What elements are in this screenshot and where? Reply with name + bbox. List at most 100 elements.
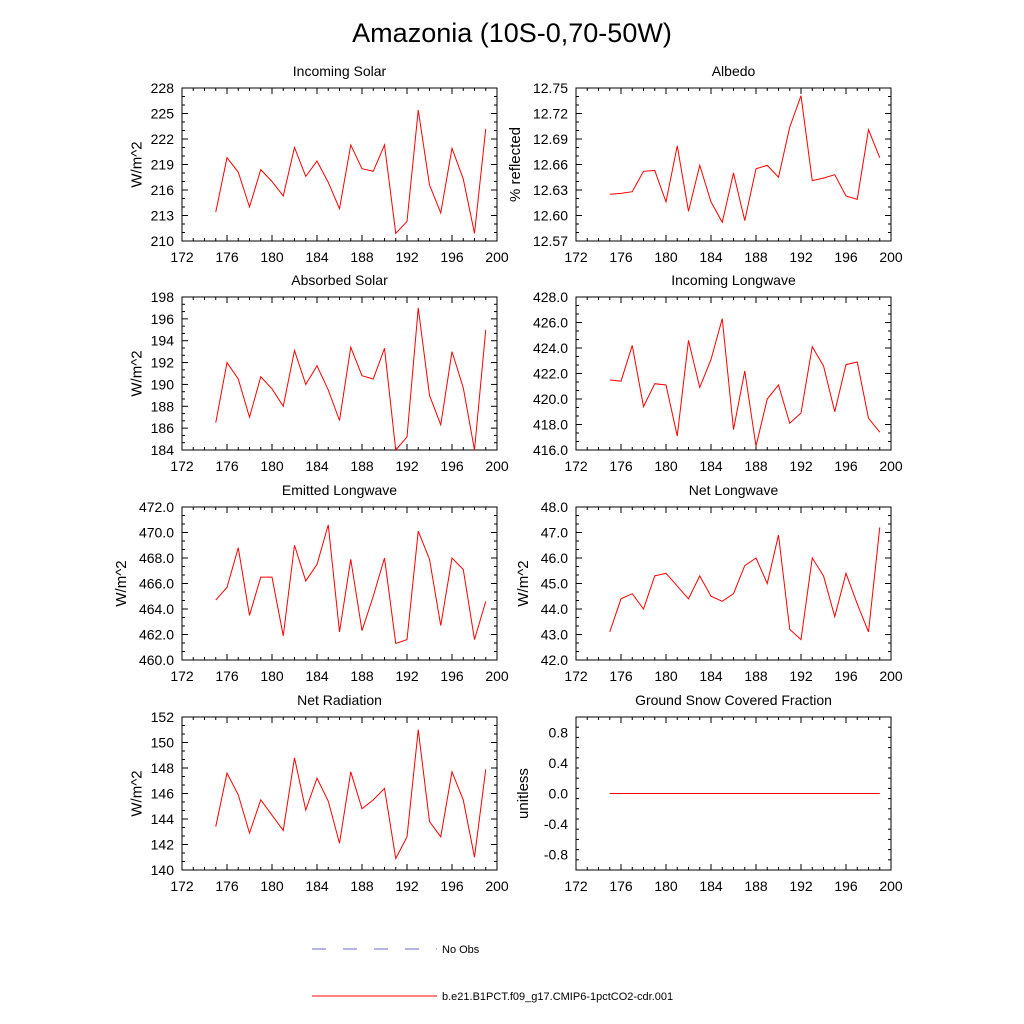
y-tick-label: 0.0 xyxy=(549,786,569,802)
plot-frame xyxy=(181,296,498,451)
plot-frame xyxy=(575,87,892,242)
x-tick-label: 200 xyxy=(879,668,903,684)
y-tick-label: 420.0 xyxy=(533,391,568,407)
y-tick-label: 46.0 xyxy=(541,550,568,566)
x-tick-label: 180 xyxy=(654,878,678,894)
x-tick-label: 184 xyxy=(699,249,723,265)
x-tick-label: 180 xyxy=(654,668,678,684)
y-tick-label: 184 xyxy=(151,442,175,458)
x-tick-label: 184 xyxy=(699,878,723,894)
y-tick-label: 188 xyxy=(151,398,175,414)
y-tick-label: 210 xyxy=(151,233,175,249)
y-tick-label: 460.0 xyxy=(139,652,174,668)
panel-title: Albedo xyxy=(712,63,756,79)
x-tick-label: 200 xyxy=(879,878,903,894)
x-tick-label: 196 xyxy=(440,458,464,474)
y-tick-label: 470.0 xyxy=(139,525,174,541)
x-tick-label: 188 xyxy=(744,878,768,894)
y-tick-label: 192 xyxy=(151,355,175,371)
y-axis-label: W/m^2 xyxy=(113,560,130,606)
x-tick-label: 196 xyxy=(834,249,858,265)
y-tick-label: 148 xyxy=(151,760,175,776)
legend-model-label: b.e21.B1PCT.f09_g17.CMIP6-1pctCO2-cdr.00… xyxy=(442,991,673,1003)
x-tick-label: 192 xyxy=(395,878,419,894)
x-tick-label: 184 xyxy=(305,668,329,684)
y-tick-label: 12.60 xyxy=(533,208,568,224)
y-tick-label: 196 xyxy=(151,311,175,327)
series-line xyxy=(215,729,487,861)
y-tick-label: 426.0 xyxy=(533,315,568,331)
x-tick-label: 192 xyxy=(789,668,813,684)
y-tick-label: 42.0 xyxy=(541,652,568,668)
x-tick-label: 184 xyxy=(305,878,329,894)
x-tick-label: 184 xyxy=(305,458,329,474)
series-line xyxy=(609,527,881,641)
x-tick-label: 188 xyxy=(744,458,768,474)
x-tick-label: 184 xyxy=(699,668,723,684)
x-tick-label: 188 xyxy=(350,668,374,684)
y-axis-label: % reflected xyxy=(507,127,524,202)
x-tick-label: 180 xyxy=(260,668,284,684)
y-tick-label: 47.0 xyxy=(541,525,568,541)
y-tick-label: 422.0 xyxy=(533,366,568,382)
y-tick-label: 219 xyxy=(151,157,175,173)
figure-title: Amazonia (10S-0,70-50W) xyxy=(352,18,672,48)
y-tick-label: 190 xyxy=(151,376,175,392)
plot-frame xyxy=(181,87,498,242)
x-tick-label: 176 xyxy=(609,249,633,265)
x-tick-label: 172 xyxy=(564,878,588,894)
x-tick-label: 172 xyxy=(170,668,194,684)
y-axis-label: W/m^2 xyxy=(129,770,146,816)
x-tick-label: 188 xyxy=(350,249,374,265)
y-tick-label: 44.0 xyxy=(541,601,568,617)
x-tick-label: 176 xyxy=(609,668,633,684)
y-tick-label: 142 xyxy=(151,837,175,853)
panel-title: Incoming Longwave xyxy=(671,272,796,288)
panel-incoming-longwave: 172 176 180 184 188 192 196 200 416.0 418.0 420.0 4… xyxy=(533,272,903,474)
y-tick-label: 222 xyxy=(151,131,175,147)
panel-ground-snow-covered-fraction: 172 176 180 184 188 192 196 200 -0.8 -0.4 0.0 0.4 0.… xyxy=(515,692,903,894)
panel-net-radiation: 172 176 180 184 188 192 196 200 140 142 144 146 148 1… xyxy=(129,692,509,894)
x-tick-label: 200 xyxy=(485,458,509,474)
y-tick-label: 12.72 xyxy=(533,106,568,122)
y-tick-label: 466.0 xyxy=(139,576,174,592)
legend: No Obs b.e21.B1PCT.f09_g17.CMIP6-1pctCO2… xyxy=(312,944,673,1003)
y-axis-label: W/m^2 xyxy=(129,141,146,187)
x-tick-label: 192 xyxy=(789,458,813,474)
x-tick-label: 200 xyxy=(879,249,903,265)
y-tick-label: 228 xyxy=(151,80,175,96)
y-tick-label: 12.57 xyxy=(533,233,568,249)
x-tick-label: 196 xyxy=(834,878,858,894)
series-line xyxy=(609,95,881,224)
y-tick-label: 146 xyxy=(151,786,175,802)
y-tick-label: 186 xyxy=(151,420,175,436)
series-line xyxy=(215,524,487,645)
x-tick-label: 192 xyxy=(789,249,813,265)
x-tick-label: 172 xyxy=(564,458,588,474)
y-tick-label: 48.0 xyxy=(541,499,568,515)
y-tick-label: 225 xyxy=(151,106,175,122)
y-axis-label: unitless xyxy=(515,768,532,819)
x-tick-label: 180 xyxy=(260,249,284,265)
y-tick-label: 428.0 xyxy=(533,289,568,305)
x-tick-label: 196 xyxy=(440,668,464,684)
legend-obs-label: No Obs xyxy=(442,944,480,956)
y-tick-label: 416.0 xyxy=(533,442,568,458)
x-tick-label: 176 xyxy=(609,458,633,474)
x-tick-label: 196 xyxy=(440,249,464,265)
series-line xyxy=(215,110,487,235)
x-tick-label: 200 xyxy=(485,249,509,265)
panel-title: Ground Snow Covered Fraction xyxy=(635,692,832,708)
panel-net-longwave: 172 176 180 184 188 192 196 200 42.0 43.0 44.0 45.0… xyxy=(515,482,903,684)
y-tick-label: 464.0 xyxy=(139,601,174,617)
y-tick-label: 12.69 xyxy=(533,131,568,147)
x-tick-label: 176 xyxy=(215,668,239,684)
x-tick-label: 192 xyxy=(395,249,419,265)
x-tick-label: 172 xyxy=(564,668,588,684)
x-tick-label: 188 xyxy=(744,668,768,684)
panel-title: Net Radiation xyxy=(297,692,382,708)
x-tick-label: 200 xyxy=(485,668,509,684)
x-tick-label: 176 xyxy=(215,878,239,894)
x-tick-label: 188 xyxy=(350,878,374,894)
y-tick-label: 472.0 xyxy=(139,499,174,515)
